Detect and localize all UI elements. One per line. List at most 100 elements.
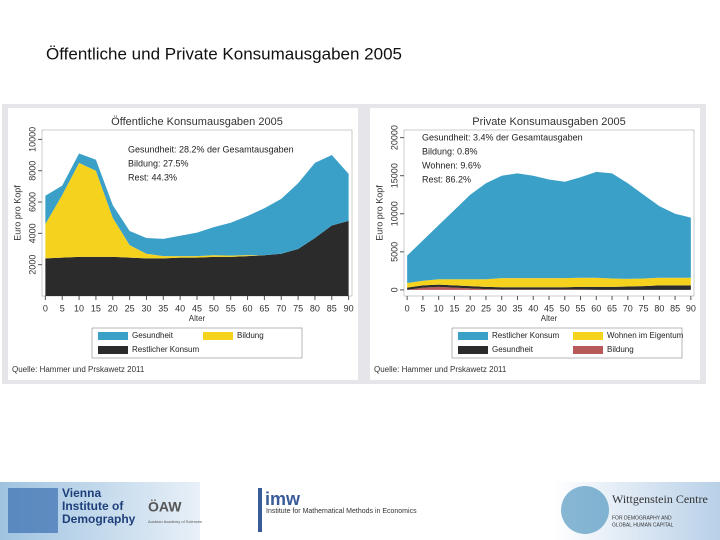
legend-label: Restlicher Konsum	[492, 331, 559, 340]
x-tick-label: 85	[670, 303, 680, 313]
legend-box	[451, 327, 683, 359]
annotation: Gesundheit: 3.4% der Gesamtausgaben	[422, 132, 583, 142]
vid-text: Demography	[62, 512, 136, 526]
y-tick-label: 10000	[27, 127, 37, 152]
source: Quelle: Hammer und Prskawetz 2011	[374, 365, 507, 374]
legend-label: Bildung	[607, 345, 634, 354]
x-tick-label: 5	[420, 303, 425, 313]
annotation: Gesundheit: 28.2% der Gesamtausgaben	[128, 144, 294, 154]
x-tick-label: 80	[310, 303, 320, 313]
slide-title: Öffentliche und Private Konsumausgaben 2…	[46, 44, 402, 63]
x-tick-label: 40	[175, 303, 185, 313]
annotation: Rest: 44.3%	[128, 172, 177, 182]
x-tick-label: 35	[512, 303, 522, 313]
y-tick-label: 6000	[27, 192, 37, 212]
vid-text: Vienna	[62, 486, 101, 500]
x-axis-label: Alter	[541, 314, 558, 323]
x-tick-label: 10	[74, 303, 84, 313]
x-tick-label: 30	[497, 303, 507, 313]
y-tick-label: 15000	[389, 163, 399, 188]
y-tick-label: 5000	[389, 242, 399, 262]
area	[45, 153, 349, 257]
x-tick-label: 75	[293, 303, 303, 313]
x-tick-label: 55	[576, 303, 586, 313]
y-tick-label: 20000	[389, 125, 399, 150]
x-tick-label: 90	[686, 303, 696, 313]
y-tick-label: 8000	[27, 161, 37, 181]
legend-swatch	[573, 346, 603, 354]
area	[407, 286, 691, 290]
vid-text: Institute of	[62, 499, 124, 513]
x-tick-label: 60	[591, 303, 601, 313]
x-tick-label: 40	[528, 303, 538, 313]
wic-logo	[561, 486, 609, 534]
y-tick-label: 0	[389, 287, 399, 292]
x-tick-label: 45	[544, 303, 554, 313]
y-tick-label: 10000	[389, 201, 399, 226]
x-tick-label: 20	[108, 303, 118, 313]
area	[407, 171, 691, 284]
wic-text: Wittgenstein Centre	[612, 492, 708, 506]
area	[407, 284, 691, 290]
x-tick-label: 65	[259, 303, 269, 313]
imm-logo	[258, 488, 262, 532]
annotation: Bildung: 27.5%	[128, 158, 189, 168]
x-axis-label: Alter	[189, 314, 206, 323]
imm-mark: imw	[265, 489, 301, 509]
x-tick-label: 70	[276, 303, 286, 313]
x-tick-label: 80	[654, 303, 664, 313]
x-tick-label: 35	[158, 303, 168, 313]
legend-label: Restlicher Konsum	[132, 345, 199, 354]
legend-label: Bildung	[237, 331, 264, 340]
legend-label: Gesundheit	[492, 345, 534, 354]
wic-sub: GLOBAL HUMAN CAPITAL	[612, 522, 674, 528]
x-tick-label: 15	[91, 303, 101, 313]
y-axis-label: Euro pro Kopf	[12, 185, 22, 241]
annotation: Rest: 86.2%	[422, 174, 471, 184]
chart-title: Private Konsumausgaben 2005	[472, 116, 626, 128]
x-tick-label: 70	[623, 303, 633, 313]
oaw-text: ÖAW	[148, 499, 182, 515]
x-tick-label: 0	[405, 303, 410, 313]
x-tick-label: 45	[192, 303, 202, 313]
x-tick-label: 65	[607, 303, 617, 313]
source: Quelle: Hammer und Prskawetz 2011	[12, 365, 145, 374]
x-tick-label: 10	[434, 303, 444, 313]
x-tick-label: 75	[639, 303, 649, 313]
x-tick-label: 25	[481, 303, 491, 313]
x-tick-label: 90	[344, 303, 354, 313]
x-tick-label: 60	[243, 303, 253, 313]
x-tick-label: 50	[560, 303, 570, 313]
legend-label: Gesundheit	[132, 331, 174, 340]
x-tick-label: 0	[43, 303, 48, 313]
y-axis-label: Euro pro Kopf	[374, 185, 384, 241]
legend-swatch	[573, 332, 603, 340]
x-tick-label: 50	[209, 303, 219, 313]
legend-swatch	[458, 332, 488, 340]
oaw-sub: Austrian Academy of Sciences	[148, 519, 202, 524]
legend-swatch	[203, 332, 233, 340]
x-tick-label: 5	[60, 303, 65, 313]
annotation: Bildung: 0.8%	[422, 146, 478, 156]
legend-swatch	[98, 332, 128, 340]
legend-swatch	[458, 346, 488, 354]
area	[407, 277, 691, 288]
x-tick-label: 30	[141, 303, 151, 313]
annotation: Wohnen: 9.6%	[422, 160, 481, 170]
x-tick-label: 15	[449, 303, 459, 313]
vid-logo	[8, 488, 58, 533]
legend-label: Wohnen im Eigentum	[607, 331, 684, 340]
y-tick-label: 4000	[27, 223, 37, 243]
area	[45, 220, 349, 296]
legend-swatch	[98, 346, 128, 354]
x-tick-label: 20	[465, 303, 475, 313]
x-tick-label: 85	[327, 303, 337, 313]
x-tick-label: 55	[226, 303, 236, 313]
wic-sub: FOR DEMOGRAPHY AND	[612, 515, 672, 521]
imm-text: Institute for Mathematical Methods in Ec…	[266, 508, 417, 515]
y-tick-label: 2000	[27, 255, 37, 275]
chart-title: Öffentliche Konsumausgaben 2005	[111, 116, 283, 128]
x-tick-label: 25	[125, 303, 135, 313]
